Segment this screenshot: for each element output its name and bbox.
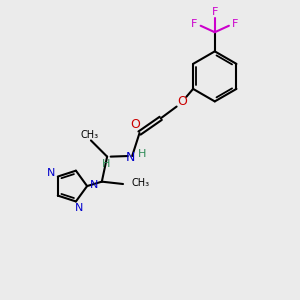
Text: F: F	[212, 7, 218, 17]
Text: CH₃: CH₃	[80, 130, 98, 140]
Text: O: O	[177, 95, 187, 108]
Text: F: F	[191, 19, 197, 29]
Text: CH₃: CH₃	[131, 178, 149, 188]
Text: H: H	[102, 159, 111, 169]
Text: N: N	[75, 203, 84, 213]
Text: N: N	[126, 151, 135, 164]
Text: N: N	[89, 180, 98, 190]
Text: F: F	[232, 19, 239, 29]
Text: O: O	[130, 118, 140, 131]
Text: H: H	[137, 149, 146, 159]
Text: N: N	[47, 168, 56, 178]
